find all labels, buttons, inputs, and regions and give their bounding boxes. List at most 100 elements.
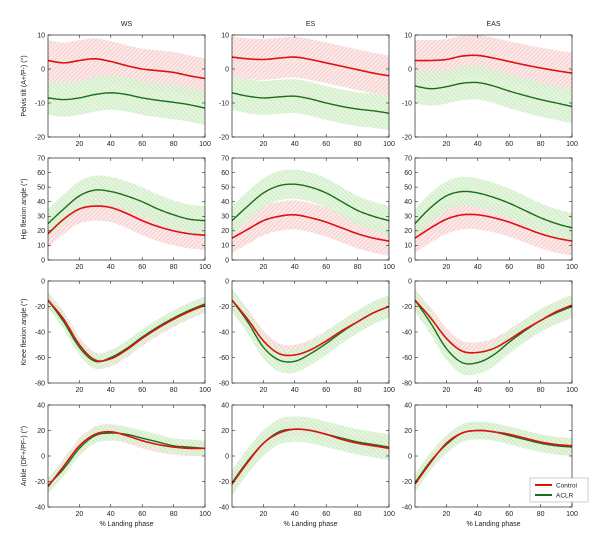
aclr-sd-band <box>232 288 389 374</box>
y-tick-label: 60 <box>221 170 229 177</box>
panel-0-2: -20 -10 0 10 20 40 60 80 100 EAS <box>402 21 578 148</box>
y-tick-label: 40 <box>37 199 45 206</box>
aclr-mean-line <box>48 299 205 363</box>
x-tick-label: 80 <box>354 264 362 271</box>
y-tick-label: 60 <box>37 170 45 177</box>
y-tick-label: 0 <box>41 66 45 73</box>
y-tick-label: 30 <box>404 214 412 221</box>
bands <box>415 288 572 376</box>
y-tick-label: 40 <box>404 402 412 409</box>
axes-frame <box>47 34 206 138</box>
aclr-mean-line <box>415 81 572 108</box>
panel-1-0: 0 10 20 30 40 50 60 70 20 40 60 80 100 Hip flexion an… <box>20 155 211 271</box>
y-tick-label: -60 <box>35 355 45 362</box>
x-tick-label: 60 <box>505 141 513 148</box>
y-tick-label: -20 <box>219 304 229 311</box>
x-tick-label: 20 <box>260 141 268 148</box>
x-tick-label: 80 <box>170 264 178 271</box>
aclr-sd-band <box>415 65 572 124</box>
y-tick-label: 20 <box>37 428 45 435</box>
y-tick-label: 50 <box>404 184 412 191</box>
y-tick-label: 30 <box>221 214 229 221</box>
y-tick-label: 10 <box>221 32 229 39</box>
control-mean-line <box>48 299 205 362</box>
y-tick-label: 10 <box>404 243 412 250</box>
x-axis-label: % Landing phase <box>283 521 337 528</box>
x-tick-label: 60 <box>322 264 330 271</box>
y-tick-label: 0 <box>408 257 412 264</box>
y-tick-label: -80 <box>219 380 229 387</box>
control-mean-line <box>232 213 389 242</box>
x-tick-label: 80 <box>537 141 545 148</box>
y-tick-label: -60 <box>219 355 229 362</box>
x-tick-label: 40 <box>291 511 299 518</box>
y-tick-label: 0 <box>225 278 229 285</box>
x-tick-label: 60 <box>138 264 146 271</box>
y-tick-label: 0 <box>408 278 412 285</box>
x-tick-label: 60 <box>505 387 513 394</box>
x-tick-label: 80 <box>170 387 178 394</box>
y-tick-label: -20 <box>35 134 45 141</box>
aclr-mean-line <box>232 92 389 114</box>
x-tick-label: 60 <box>505 511 513 518</box>
legend: Control ACLR <box>529 477 589 503</box>
y-tick-label: 20 <box>37 228 45 235</box>
aclr-sd-band <box>232 169 389 236</box>
control-sd-band <box>232 36 389 97</box>
y-tick-label: -80 <box>35 380 45 387</box>
x-tick-label: 60 <box>138 141 146 148</box>
legend-aclr-label: ACLR <box>556 493 574 500</box>
x-tick-label: 40 <box>107 264 115 271</box>
control-mean-line <box>415 213 572 242</box>
panel-0-0: -20 -10 0 10 20 40 60 80 100 WS Pelvis tilt (A+/P-… <box>20 21 211 148</box>
x-tick-label: 20 <box>443 511 451 518</box>
aclr-mean-line <box>48 92 205 109</box>
x-tick-label: 20 <box>76 141 84 148</box>
x-tick-label: 20 <box>260 387 268 394</box>
axes-frame <box>231 157 390 261</box>
y-tick-label: -20 <box>35 304 45 311</box>
bands <box>232 288 389 374</box>
x-tick-label: 60 <box>138 387 146 394</box>
y-tick-label: 20 <box>221 428 229 435</box>
aclr-sd-band <box>232 416 389 496</box>
x-tick-label: 80 <box>354 141 362 148</box>
y-tick-label: 70 <box>221 155 229 162</box>
x-tick-label: 80 <box>170 141 178 148</box>
y-axis-label: Pelvis tilt (A+/P-) (°) <box>20 55 28 116</box>
x-tick-label: 100 <box>566 141 578 148</box>
y-tick-label: 40 <box>404 199 412 206</box>
y-tick-label: -20 <box>219 479 229 486</box>
y-tick-label: -40 <box>35 329 45 336</box>
aclr-sd-band <box>48 175 205 239</box>
control-sd-band <box>232 200 389 256</box>
y-tick-label: -40 <box>219 504 229 511</box>
y-tick-label: 0 <box>225 453 229 460</box>
aclr-sd-band <box>415 421 572 492</box>
x-tick-label: 100 <box>199 141 211 148</box>
y-tick-label: 70 <box>37 155 45 162</box>
aclr-sd-band <box>232 75 389 131</box>
bands <box>415 35 572 124</box>
legend-control-label: Control <box>556 483 578 490</box>
control-mean-line <box>48 430 205 488</box>
y-tick-label: 60 <box>404 170 412 177</box>
x-tick-label: 100 <box>383 511 395 518</box>
x-tick-label: 20 <box>76 511 84 518</box>
y-tick-label: 0 <box>41 278 45 285</box>
y-tick-label: 0 <box>41 453 45 460</box>
bands <box>415 176 572 256</box>
y-tick-label: 20 <box>404 428 412 435</box>
control-mean-line <box>232 428 389 485</box>
x-tick-label: 20 <box>76 387 84 394</box>
x-tick-label: 80 <box>354 511 362 518</box>
x-tick-label: 60 <box>138 511 146 518</box>
column-title: ES <box>306 21 316 28</box>
y-tick-label: -40 <box>402 504 412 511</box>
x-tick-label: 20 <box>443 387 451 394</box>
control-sd-band <box>48 38 205 99</box>
aclr-mean-line <box>48 432 205 486</box>
y-tick-label: -10 <box>35 100 45 107</box>
x-tick-label: 60 <box>322 387 330 394</box>
